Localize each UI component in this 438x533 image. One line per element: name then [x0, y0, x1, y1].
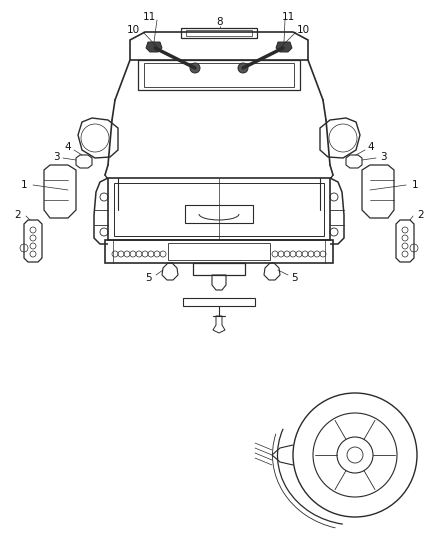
Text: 11: 11 — [281, 12, 295, 22]
Text: 5: 5 — [145, 273, 151, 283]
Bar — [183, 298, 255, 306]
Bar — [181, 28, 257, 38]
Polygon shape — [146, 42, 162, 52]
Text: 1: 1 — [412, 180, 418, 190]
Text: 10: 10 — [127, 25, 140, 35]
Bar — [168, 243, 270, 260]
Text: 3: 3 — [380, 152, 386, 162]
Bar — [193, 263, 245, 275]
Text: 10: 10 — [297, 25, 310, 35]
Text: 4: 4 — [65, 142, 71, 152]
Text: 2: 2 — [418, 210, 424, 220]
Circle shape — [238, 63, 248, 73]
Text: 8: 8 — [217, 17, 223, 27]
Polygon shape — [276, 42, 292, 52]
Bar — [186, 30, 252, 36]
Text: 3: 3 — [53, 152, 59, 162]
Text: 4: 4 — [367, 142, 374, 152]
Text: 2: 2 — [15, 210, 21, 220]
Circle shape — [190, 63, 200, 73]
Text: 1: 1 — [21, 180, 27, 190]
Text: 11: 11 — [142, 12, 155, 22]
Text: 5: 5 — [292, 273, 298, 283]
Bar — [185, 205, 253, 223]
